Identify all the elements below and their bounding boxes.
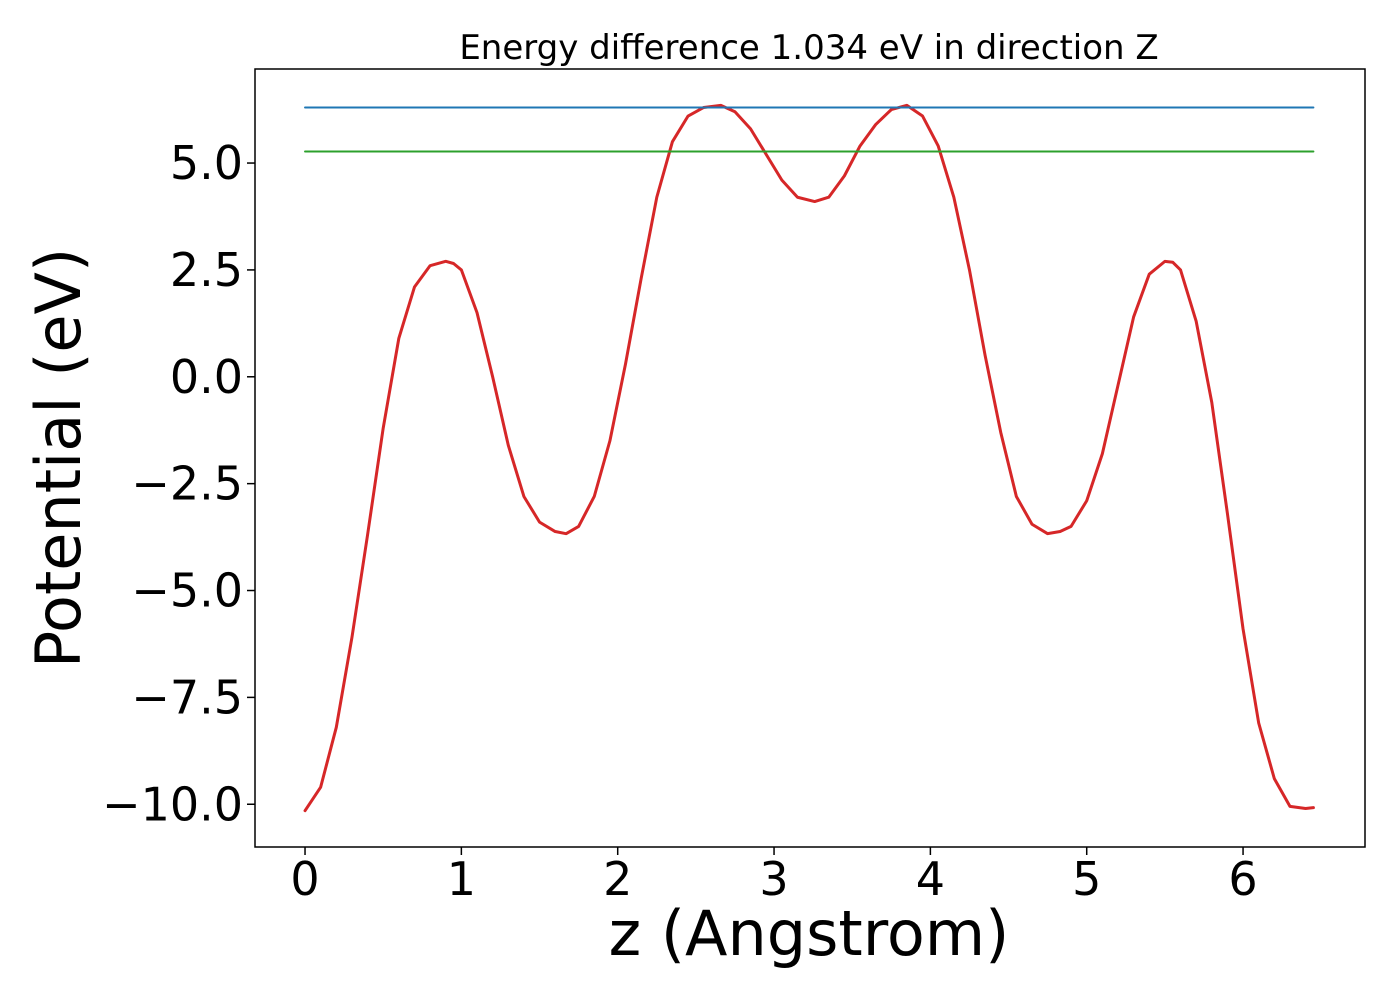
x-tick-label: 3	[759, 852, 788, 906]
plot-frame	[254, 68, 1366, 848]
x-axis-label: z (Angstrom)	[609, 897, 1010, 970]
x-tick-label: 5	[1072, 852, 1101, 906]
y-tick-label: −7.5	[131, 670, 243, 724]
chart-title: Energy difference 1.034 eV in direction …	[459, 28, 1158, 68]
y-tick-label: −2.5	[131, 457, 243, 511]
x-tick-label: 0	[290, 852, 319, 906]
x-tick-label: 1	[447, 852, 476, 906]
x-tick-label: 2	[603, 852, 632, 906]
series-line-1	[303, 103, 1315, 813]
y-tick-label: −5.0	[131, 564, 243, 618]
y-axis-label: Potential (eV)	[22, 248, 95, 668]
y-tick-label: 0.0	[170, 350, 243, 404]
x-axis: 0 1 2 3 4 5 6	[290, 847, 1258, 906]
y-tick-label: 5.0	[170, 136, 243, 190]
x-tick-label: 6	[1228, 852, 1257, 906]
y-tick-label: −10.0	[102, 777, 243, 831]
y-axis: 5.0 2.5 0.0 −2.5 −5.0 −7.5 −10.0	[102, 136, 255, 831]
x-tick-label: 4	[916, 852, 945, 906]
series-layer	[303, 103, 1315, 813]
y-tick-label: 2.5	[170, 243, 243, 297]
